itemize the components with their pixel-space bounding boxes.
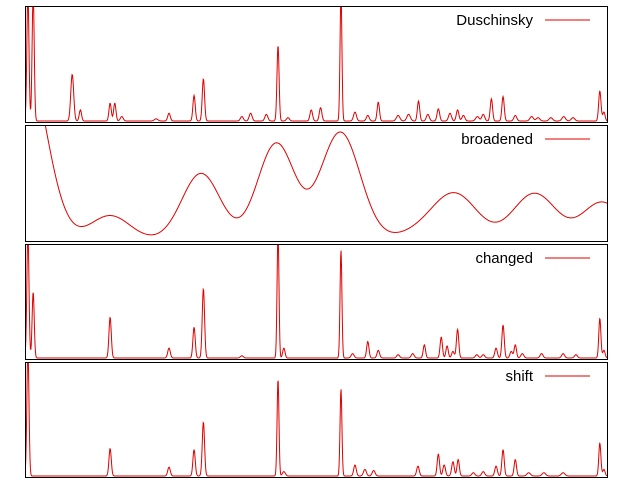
panel-frame (25, 6, 608, 123)
series-line-changed (25, 244, 608, 359)
legend-label: broadened (461, 131, 533, 148)
series-line-duschinsky (25, 6, 608, 122)
series-line-shift (25, 362, 608, 477)
legend-label: changed (475, 250, 533, 267)
legend-label: shift (505, 368, 533, 385)
panel-frame (25, 125, 608, 242)
legend-label: Duschinsky (456, 12, 533, 29)
series-line-broadened (44, 125, 608, 236)
panel-frame (25, 244, 608, 360)
panel-frame (25, 362, 608, 478)
